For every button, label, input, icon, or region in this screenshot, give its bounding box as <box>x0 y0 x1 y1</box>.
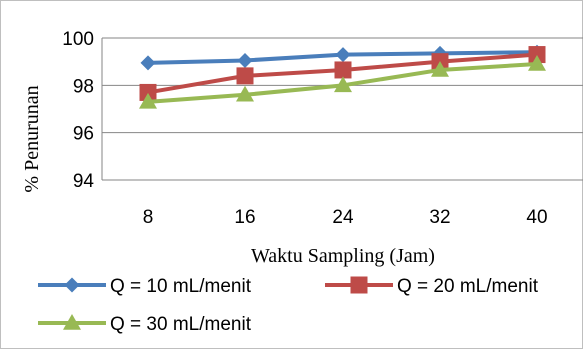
y-tick-label: 100 <box>62 29 94 50</box>
data-point <box>236 85 254 102</box>
data-point <box>139 92 157 109</box>
data-point <box>431 60 449 77</box>
x-tick-label: 16 <box>234 207 255 228</box>
data-point <box>528 55 546 71</box>
x-tick-labels: 8 16 24 32 40 <box>143 207 548 228</box>
y-axis-title: % Penurunan <box>21 85 43 192</box>
y-tick-label: 98 <box>73 76 94 97</box>
legend: Q = 10 mL/menit Q = 20 mL/menit Q = 30 mL/… <box>38 276 539 335</box>
data-point <box>334 76 352 93</box>
legend-item: Q = 20 mL/menit <box>325 276 539 297</box>
series-group <box>139 44 546 109</box>
y-tick-label: 96 <box>73 124 94 145</box>
legend-item: Q = 30 mL/menit <box>38 314 252 335</box>
series-3 <box>139 55 546 109</box>
x-tick-label: 32 <box>429 207 450 228</box>
data-point <box>335 47 351 63</box>
data-point <box>528 46 546 64</box>
legend-marker <box>350 276 368 294</box>
x-tick-label: 24 <box>332 207 354 228</box>
legend-marker <box>64 277 80 293</box>
data-point <box>139 83 157 101</box>
legend-item: Q = 10 mL/menit <box>38 276 252 297</box>
x-axis-title: Waktu Sampling (Jam) <box>251 245 435 267</box>
legend-label: Q = 30 mL/menit <box>110 314 252 335</box>
x-tick-label: 8 <box>143 207 154 228</box>
legend-marker <box>63 314 81 330</box>
x-tick-label: 40 <box>526 207 547 228</box>
data-point <box>237 52 253 68</box>
y-tick-labels: 94 96 98 100 <box>62 29 94 192</box>
legend-label: Q = 10 mL/menit <box>110 276 252 297</box>
data-point <box>236 67 254 85</box>
series-2 <box>139 46 546 101</box>
data-point <box>334 61 352 79</box>
legend-label: Q = 20 mL/menit <box>397 276 539 297</box>
y-tick-label: 94 <box>73 171 95 192</box>
data-point <box>140 55 156 71</box>
